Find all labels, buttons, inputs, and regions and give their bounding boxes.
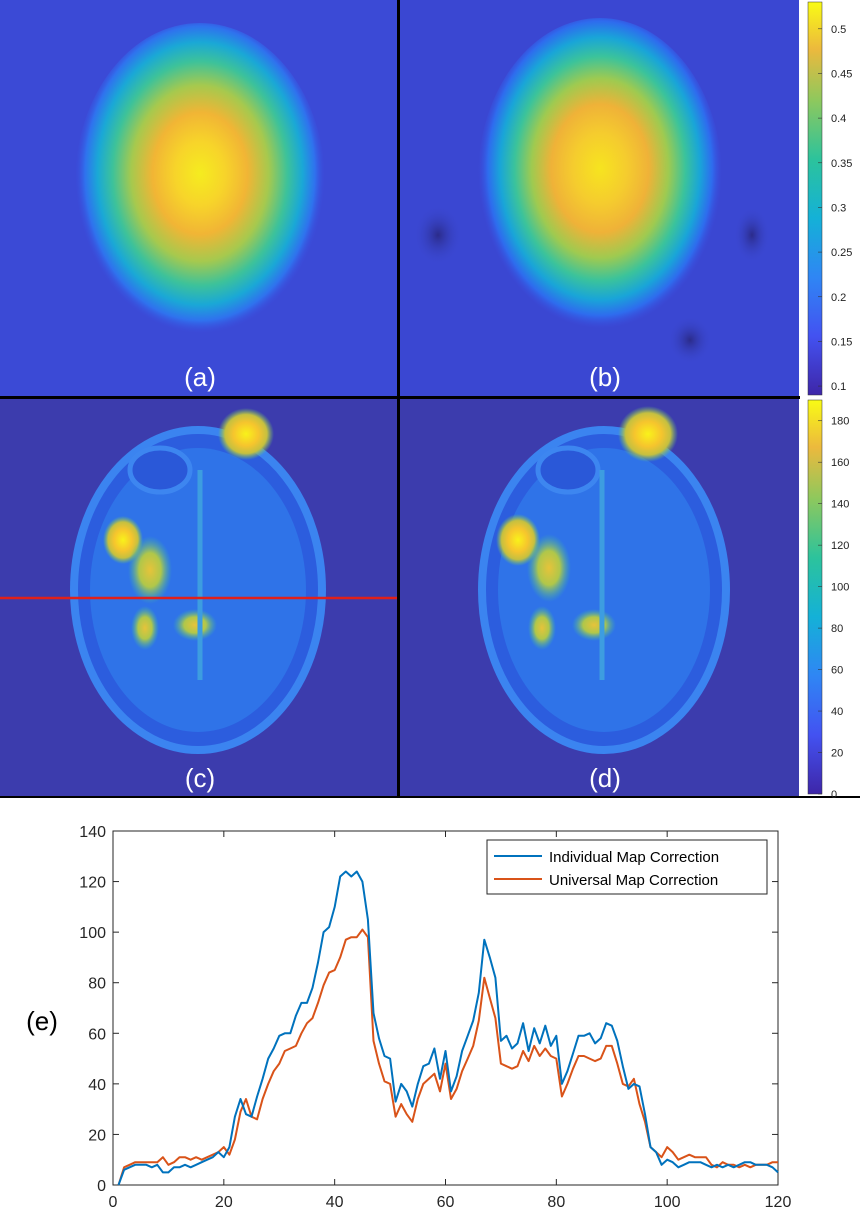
x-tick-label: 100 [654, 1194, 681, 1211]
series-universal-line [117, 928, 778, 1186]
y-tick-label: 100 [79, 925, 106, 942]
y-tick-label: 120 [79, 875, 106, 892]
colorbar-bottom-tick-label: 100 [831, 582, 849, 594]
panel-b-label: (b) [589, 362, 621, 392]
colorbar-top-tick-label: 0.35 [831, 158, 852, 170]
colorbar-bottom-tick-label: 20 [831, 748, 843, 760]
panel-a: (a) [0, 0, 398, 397]
y-tick-label: 20 [88, 1127, 106, 1144]
colorbar-bottom: 0 20 40 60 80 100 120 140 160 180 [800, 399, 860, 801]
x-tick-label: 60 [437, 1194, 455, 1211]
legend: Individual Map Correction Universal Map … [486, 839, 768, 895]
y-tick-label: 40 [88, 1077, 106, 1094]
x-tick-label: 40 [326, 1194, 344, 1211]
colorbar-bottom-tick-label: 0 [831, 789, 837, 801]
panel-e: (e) 0 20 40 60 80 100 120 0 20 40 60 80 100 120 140 In… [26, 824, 791, 1211]
x-tick-label: 0 [109, 1194, 118, 1211]
panel-b: (b) [399, 0, 799, 397]
x-tick-label: 80 [547, 1194, 565, 1211]
colorbar-top: 0.1 0.15 0.2 0.25 0.3 0.35 0.4 0.45 0.5 [800, 0, 860, 397]
x-tick-label: 20 [215, 1194, 233, 1211]
colorbar-bottom-tick-label: 40 [831, 706, 843, 718]
colorbar-top-tick-label: 0.25 [831, 247, 852, 259]
y-tick-label: 0 [97, 1178, 106, 1195]
colorbar-top-tick-label: 0.15 [831, 336, 852, 348]
colorbar-top-tick-label: 0.4 [831, 113, 846, 125]
x-tick-label: 120 [765, 1194, 792, 1211]
colorbar-bottom-tick-label: 180 [831, 416, 849, 428]
panel-a-label: (a) [184, 362, 216, 392]
colorbar-top-tick-label: 0.2 [831, 292, 846, 304]
colorbar-top-tick-label: 0.45 [831, 68, 852, 80]
panel-d-label: (d) [589, 763, 621, 793]
legend-label-universal: Universal Map Correction [549, 872, 718, 889]
series-individual-line [117, 870, 779, 1186]
colorbar-top-tick-label: 0.1 [831, 381, 846, 393]
colorbar-bottom-tick-label: 140 [831, 499, 849, 511]
y-tick-label: 80 [88, 976, 106, 993]
colorbar-bottom-tick-label: 160 [831, 457, 849, 469]
colorbar-bottom-tick-label: 80 [831, 623, 843, 635]
panel-c-label: (c) [185, 763, 215, 793]
colorbar-bottom-tick-label: 60 [831, 665, 843, 677]
y-tick-label: 140 [79, 824, 106, 841]
panel-c: (c) [0, 399, 398, 797]
colorbar-top-tick-label: 0.5 [831, 24, 846, 36]
panel-d: (d) [399, 399, 799, 797]
y-tick-label: 60 [88, 1026, 106, 1043]
legend-label-individual: Individual Map Correction [549, 849, 719, 866]
colorbar-top-tick-label: 0.3 [831, 202, 846, 214]
colorbar-bottom-tick-label: 120 [831, 540, 849, 552]
panel-e-label: (e) [26, 1006, 58, 1036]
